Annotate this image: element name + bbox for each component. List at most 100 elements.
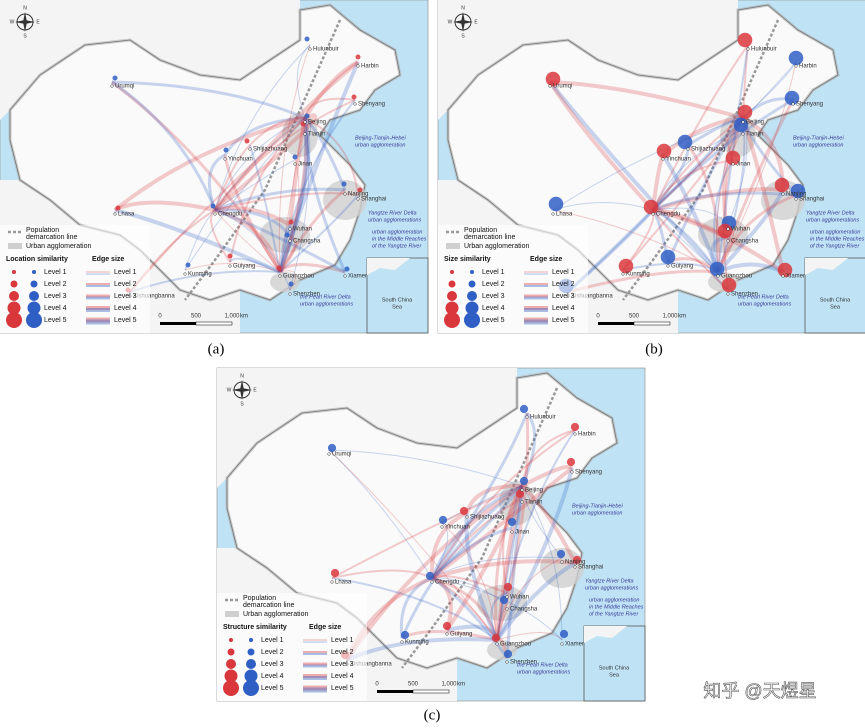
node — [341, 181, 347, 187]
edge — [661, 116, 744, 157]
scale-bar — [195, 321, 233, 326]
legend-swatch — [225, 611, 239, 617]
compass-label: E — [253, 387, 257, 393]
annotation: urban agglomeration — [372, 229, 422, 235]
edge — [431, 556, 563, 579]
edge — [214, 117, 306, 211]
edge — [207, 153, 226, 211]
city-label: Shanghai — [578, 565, 603, 571]
edge — [214, 206, 292, 227]
city-dot — [445, 632, 449, 636]
node — [288, 219, 294, 225]
city-dot — [621, 272, 625, 276]
city-dot — [288, 227, 292, 231]
city-label: Chengdu — [656, 212, 680, 218]
legend-node — [10, 280, 18, 288]
edge — [249, 116, 306, 146]
city-dot — [560, 642, 564, 646]
inset-label: South China — [820, 297, 851, 303]
edge — [652, 209, 719, 273]
neighbor-land — [217, 368, 517, 488]
edge — [331, 485, 523, 579]
legend-label: Level 5 — [552, 317, 575, 324]
edge — [430, 485, 524, 580]
annotation: of the Yangtze River — [589, 611, 639, 617]
city-label: Beijing — [525, 488, 543, 494]
edge — [552, 209, 719, 273]
edge — [214, 208, 346, 274]
edge — [214, 44, 311, 211]
legend-label: Level 3 — [44, 293, 67, 300]
caption: (b) — [645, 341, 663, 357]
edge — [521, 485, 563, 641]
city-label: Kunming — [188, 272, 212, 278]
legend-node — [226, 659, 236, 669]
legend-node — [27, 301, 41, 315]
edge — [490, 592, 508, 641]
edge — [652, 44, 749, 211]
edge — [431, 559, 576, 580]
population-line — [622, 19, 780, 301]
scale-label: 1,000 — [224, 314, 240, 320]
legend-node — [464, 312, 480, 328]
city-label: Wuhan — [731, 227, 750, 233]
node — [115, 205, 121, 211]
annotation: urban agglomerations — [517, 669, 570, 675]
legend-label: demarcation line — [243, 602, 294, 609]
city-label: Hulunbuir — [313, 47, 339, 53]
edge — [114, 200, 216, 212]
legend-label: Level 1 — [331, 637, 354, 644]
legend-label: Level 3 — [114, 293, 137, 300]
city-label: Yinchuan — [666, 157, 691, 163]
city-label: Tianjin — [308, 132, 325, 138]
city-label: Xiamen — [786, 274, 806, 280]
legend-title: Size similarity — [444, 256, 491, 263]
annotation: urban agglomeration — [355, 142, 405, 148]
map-panel: Hulunbuir Harbin Urumqi Shenyang Beijing Tian… — [437, 0, 865, 334]
legend-title: Edge size — [309, 624, 341, 631]
edge — [431, 522, 449, 579]
edge — [278, 61, 360, 273]
legend-node — [244, 669, 258, 683]
compass-label: E — [474, 19, 478, 25]
city-label: Harbin — [799, 64, 817, 70]
edge — [566, 116, 745, 294]
edge — [229, 117, 306, 263]
edge — [430, 412, 529, 579]
legend-label: Level 5 — [331, 685, 354, 692]
city-dot — [520, 488, 524, 492]
edge — [288, 117, 307, 226]
edge — [567, 269, 719, 294]
node — [112, 75, 118, 81]
node — [304, 36, 310, 42]
city-dot — [661, 157, 665, 161]
edge — [328, 449, 498, 641]
edge — [279, 117, 306, 273]
legend-label: Level 1 — [482, 269, 505, 276]
city-label: Harbin — [578, 432, 596, 438]
city-label: Guiyang — [450, 632, 472, 638]
city-label: Guiyang — [671, 264, 693, 270]
edge — [328, 449, 433, 579]
legend-node — [32, 270, 36, 274]
node — [491, 633, 501, 643]
scale-bar — [377, 690, 413, 693]
edge — [716, 129, 744, 273]
node — [677, 134, 693, 150]
edge — [652, 209, 729, 291]
compass-label: W — [227, 387, 232, 393]
city-label: Hulunbuir — [751, 47, 777, 53]
node — [559, 629, 569, 639]
annotation: Yangtze River Delta — [368, 210, 417, 216]
city-dot — [330, 580, 334, 584]
node — [790, 183, 806, 199]
edge — [552, 117, 744, 211]
scale-label: km — [678, 314, 686, 320]
edge — [278, 129, 309, 273]
edge — [431, 575, 508, 594]
city-label: Nanjing — [565, 560, 585, 566]
node — [566, 457, 576, 467]
edge — [214, 99, 356, 211]
legend-label: Level 5 — [261, 685, 284, 692]
legend-label: Level 4 — [114, 305, 137, 312]
